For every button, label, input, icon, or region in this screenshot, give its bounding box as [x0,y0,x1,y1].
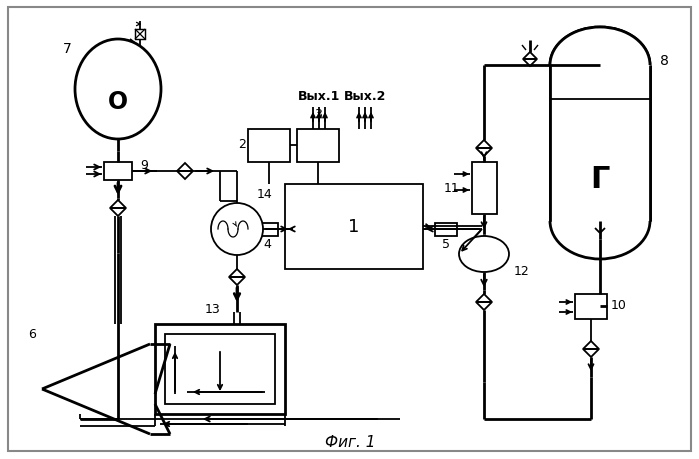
Bar [550,66,650,222]
Bar [104,162,132,180]
Ellipse shape [75,40,161,140]
Bar [248,130,290,162]
Bar [285,185,423,269]
Text: Вых.2: Вых.2 [344,90,386,103]
Text: 1: 1 [348,218,360,235]
Circle shape [211,203,263,256]
Bar [435,224,457,236]
Text: Вых.1: Вых.1 [298,90,340,103]
Text: Г: Г [591,165,610,194]
Text: 7: 7 [63,42,72,56]
Text: 5: 5 [442,237,450,251]
Text: 4: 4 [263,237,271,251]
Text: 2: 2 [238,138,246,151]
Bar [297,130,339,162]
Bar [135,30,145,40]
Bar [256,224,278,236]
Bar [165,334,275,404]
Text: 13: 13 [205,302,221,315]
Text: 14: 14 [257,188,273,201]
Text: 9: 9 [140,159,148,172]
Ellipse shape [459,236,509,272]
Text: 12: 12 [514,264,530,277]
Text: О: О [108,90,128,114]
Bar [155,325,285,414]
Ellipse shape [550,28,650,104]
Text: Фиг. 1: Фиг. 1 [325,434,375,449]
Text: 11: 11 [444,182,460,195]
Text: 3: 3 [314,108,322,121]
Text: 10: 10 [611,298,627,311]
Text: 6: 6 [28,327,36,340]
Text: 8: 8 [660,54,669,68]
Bar [575,294,607,319]
Bar [472,162,497,214]
